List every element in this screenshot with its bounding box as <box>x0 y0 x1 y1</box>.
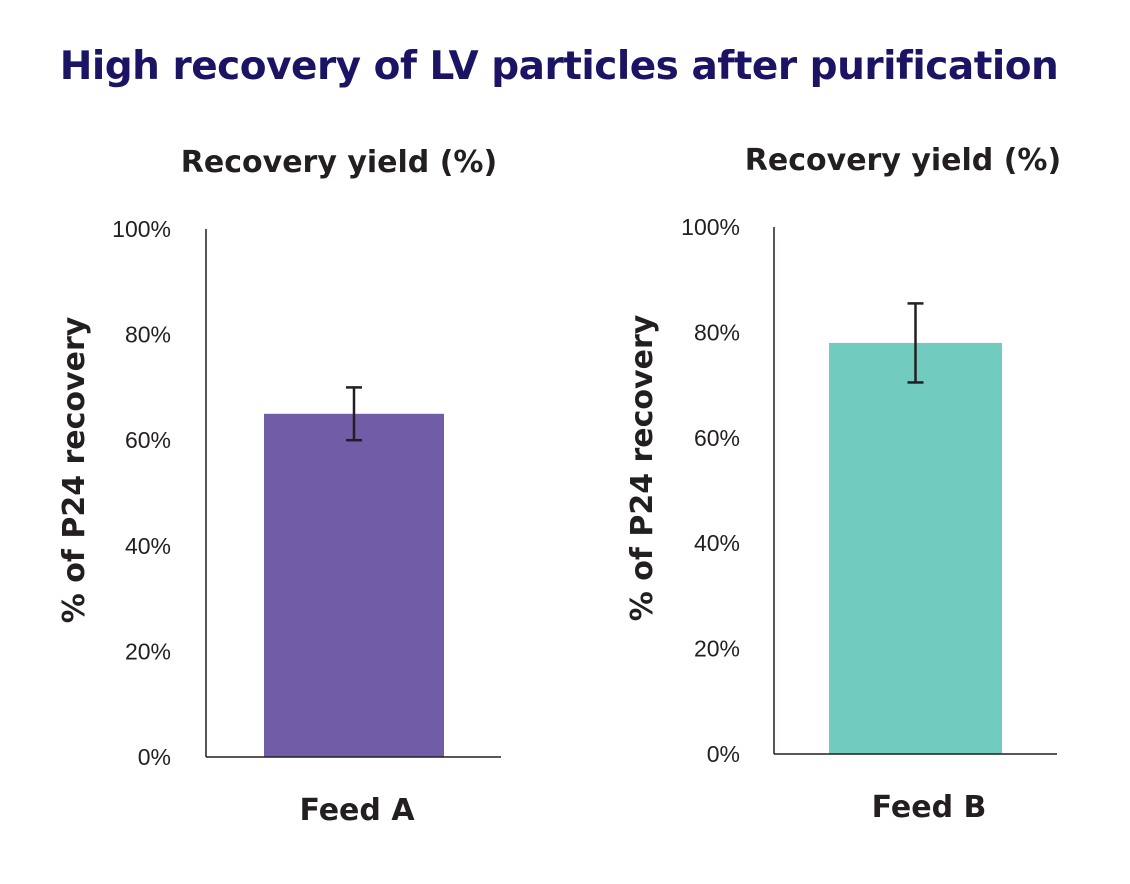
y-tick-label: 0% <box>138 744 171 770</box>
chart-title: Recovery yield (%) <box>181 145 497 180</box>
bar-feed-a <box>264 413 444 757</box>
y-tick-label: 100% <box>112 216 171 242</box>
y-tick-label: 40% <box>694 530 740 556</box>
y-tick-label: 80% <box>125 322 171 348</box>
y-axis-label: % of P24 recovery <box>625 314 660 621</box>
y-tick-label: 20% <box>694 636 740 662</box>
chart-feed-b: Recovery yield (%) % of P24 recovery 0% 20%… <box>625 143 1061 825</box>
chart-title: Recovery yield (%) <box>745 143 1061 178</box>
page-title: High recovery of LV particles after puri… <box>59 44 1059 89</box>
chart-feed-a: Recovery yield (%) % of P24 recovery 0% 20%… <box>57 145 501 828</box>
bar-feed-b <box>829 342 1002 754</box>
y-tick-label: 60% <box>125 427 171 453</box>
y-tick-label: 80% <box>694 319 740 345</box>
y-tick-label: 60% <box>694 425 740 451</box>
y-tick-label: 20% <box>125 638 171 664</box>
y-tick-label: 40% <box>125 533 171 559</box>
x-category-label: Feed B <box>872 790 987 825</box>
y-axis-label: % of P24 recovery <box>57 316 92 623</box>
y-tick-label: 0% <box>707 741 740 767</box>
y-tick-label: 100% <box>681 214 740 240</box>
x-category-label: Feed A <box>299 793 415 828</box>
